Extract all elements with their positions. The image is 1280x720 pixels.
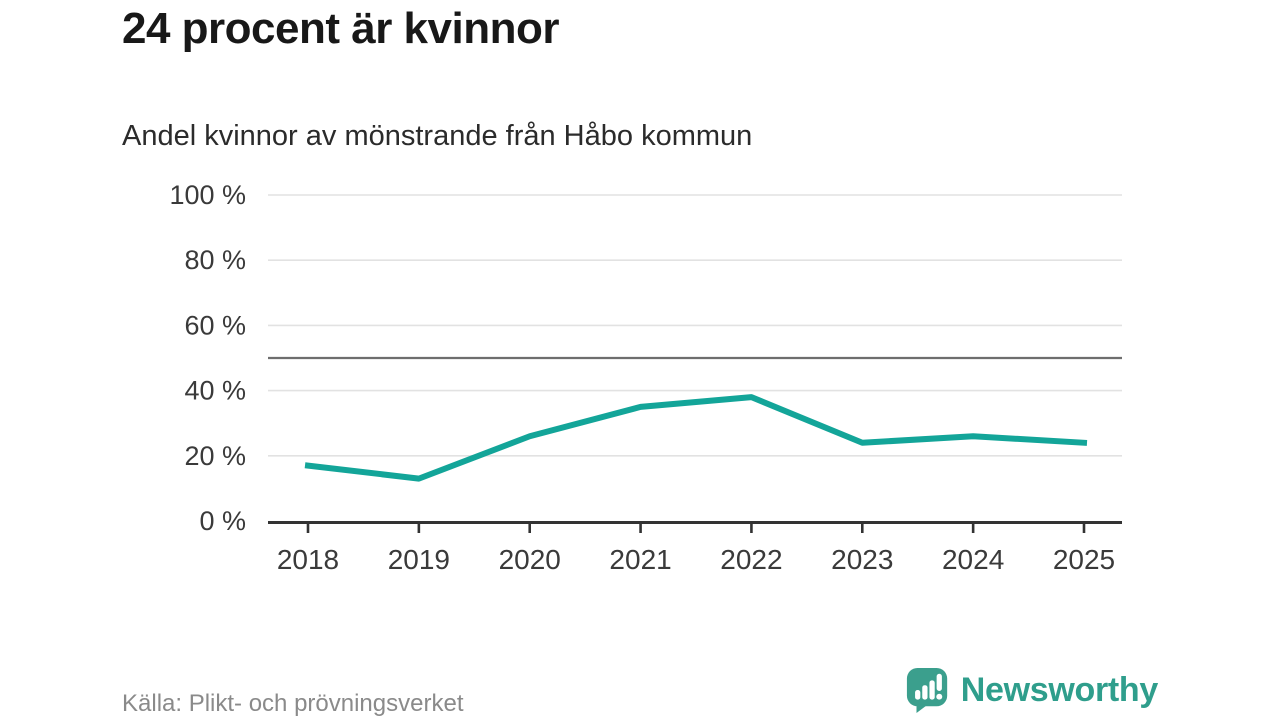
x-tick-label: 2024 xyxy=(942,544,1004,575)
source-text: Källa: Plikt- och prövningsverket xyxy=(122,690,464,717)
y-tick-label: 40 % xyxy=(184,376,246,406)
x-tick-label: 2020 xyxy=(499,544,561,575)
y-tick-label: 80 % xyxy=(184,245,246,275)
x-tick-label: 2023 xyxy=(831,544,893,575)
newsworthy-wordmark: Newsworthy xyxy=(960,670,1159,709)
x-tick-label: 2025 xyxy=(1053,544,1115,575)
y-tick-label: 0 % xyxy=(199,506,246,536)
newsworthy-logo: Newsworthy xyxy=(905,666,1158,714)
y-tick-label: 60 % xyxy=(184,310,246,340)
x-tick-label: 2022 xyxy=(720,544,782,575)
x-tick-label: 2019 xyxy=(388,544,450,575)
x-tick-label: 2021 xyxy=(609,544,671,575)
chart-subtitle: Andel kvinnor av mönstrande från Håbo ko… xyxy=(122,120,753,152)
data-line xyxy=(304,394,1088,482)
x-tick-label: 2018 xyxy=(277,544,339,575)
y-tick-label: 20 % xyxy=(184,441,246,471)
newsworthy-logo-icon xyxy=(906,667,947,713)
headline: 24 procent är kvinnor xyxy=(122,4,559,53)
y-tick-label: 100 % xyxy=(169,180,246,210)
